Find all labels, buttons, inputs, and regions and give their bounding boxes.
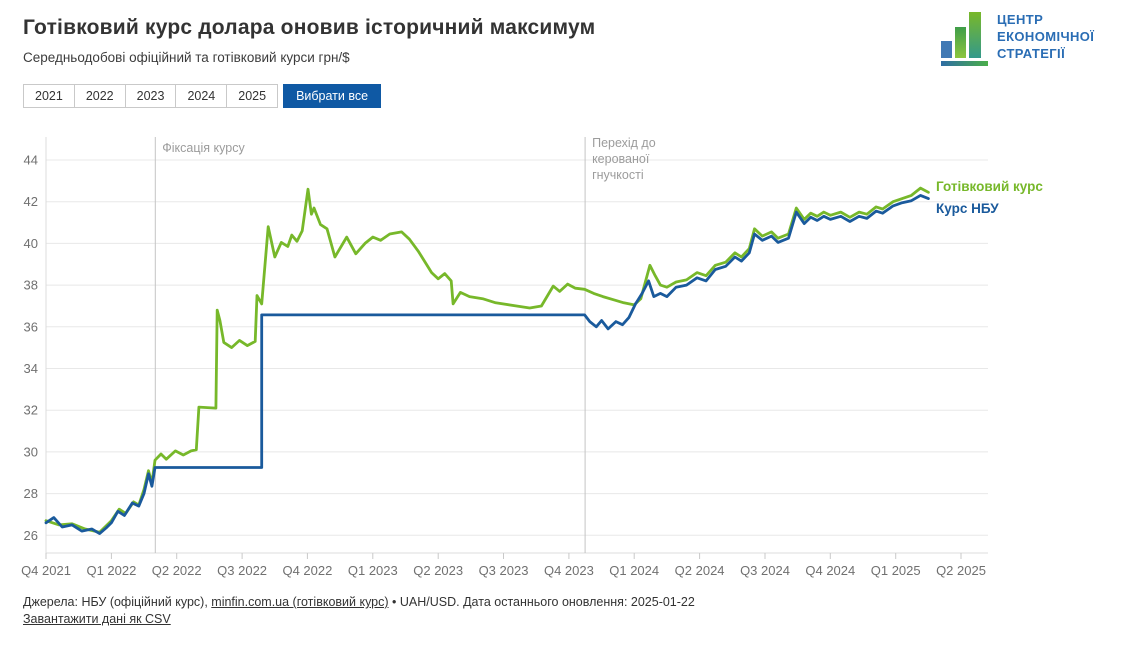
x-tick-label: Q2 2024: [675, 563, 725, 578]
x-tick-label: Q1 2024: [609, 563, 659, 578]
annotation-label-1: Перехід до керованої гнучкості: [592, 136, 656, 182]
year-button-2021[interactable]: 2021: [23, 84, 75, 108]
y-tick-label: 32: [24, 403, 38, 418]
y-tick-label: 42: [24, 194, 38, 209]
x-tick-label: Q4 2024: [805, 563, 855, 578]
x-tick-label: Q3 2023: [479, 563, 529, 578]
bar-chart-logo-icon: [941, 12, 988, 66]
download-csv-link[interactable]: Завантажити дані як CSV: [23, 612, 171, 626]
x-tick-label: Q1 2023: [348, 563, 398, 578]
sources-line: Джерела: НБУ (офіційний курс), minfin.co…: [23, 594, 695, 611]
minfin-link[interactable]: minfin.com.ua (готівковий курс): [211, 595, 389, 609]
x-tick-label: Q1 2025: [871, 563, 921, 578]
y-tick-label: 40: [24, 236, 38, 251]
series-cash: [44, 186, 930, 534]
sources-suffix: • UAH/USD. Дата останнього оновлення: 20…: [388, 595, 695, 609]
y-tick-label: 38: [24, 278, 38, 293]
x-tick-label: Q4 2023: [544, 563, 594, 578]
annotation-label-0: Фіксація курсу: [162, 141, 245, 155]
y-tick-label: 26: [24, 528, 38, 543]
year-button-2023[interactable]: 2023: [124, 84, 177, 108]
year-filter-group: 2021 2022 2023 2024 2025 Вибрати все: [23, 84, 382, 108]
page-subtitle: Середньодобові офіційний та готівковий к…: [23, 50, 350, 65]
y-tick-label: 44: [24, 153, 38, 168]
x-tick-label: Q4 2021: [21, 563, 71, 578]
y-tick-label: 36: [24, 319, 38, 334]
year-button-2024[interactable]: 2024: [175, 84, 228, 108]
x-tick-label: Q4 2022: [282, 563, 332, 578]
select-all-button[interactable]: Вибрати все: [283, 84, 382, 108]
page-title: Готівковий курс долара оновив історичний…: [23, 16, 596, 39]
x-tick-label: Q3 2024: [740, 563, 790, 578]
y-tick-label: 28: [24, 486, 38, 501]
x-tick-label: Q2 2022: [152, 563, 202, 578]
sources-prefix: Джерела: НБУ (офіційний курс),: [23, 595, 212, 609]
logo-text: ЦЕНТР ЕКОНОМІЧНОЇ СТРАТЕГІЇ: [997, 12, 1095, 61]
footer: Джерела: НБУ (офіційний курс), minfin.co…: [23, 594, 695, 628]
x-tick-label: Q3 2022: [217, 563, 267, 578]
year-button-2025[interactable]: 2025: [226, 84, 279, 108]
series-nbu: [44, 193, 930, 535]
legend-nbu-rate: Курс НБУ: [936, 201, 999, 216]
y-tick-label: 30: [24, 444, 38, 459]
legend-cash-rate: Готівковий курс: [936, 179, 1043, 194]
x-tick-label: Q2 2023: [413, 563, 463, 578]
year-button-2022[interactable]: 2022: [73, 84, 126, 108]
download-line: Завантажити дані як CSV: [23, 611, 695, 628]
x-tick-label: Q2 2025: [936, 563, 986, 578]
y-tick-label: 34: [24, 361, 38, 376]
ces-logo: ЦЕНТР ЕКОНОМІЧНОЇ СТРАТЕГІЇ: [941, 12, 1094, 66]
x-tick-label: Q1 2022: [86, 563, 136, 578]
